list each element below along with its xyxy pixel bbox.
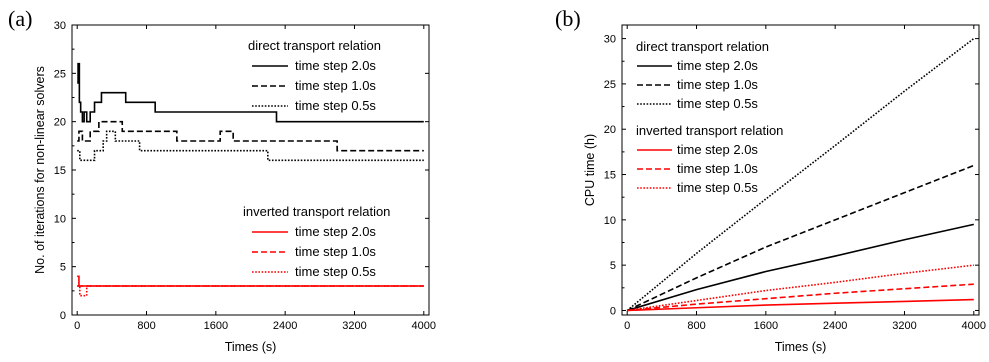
x-tick-label: 0 <box>74 320 80 332</box>
series-line <box>627 264 974 312</box>
legend-entry-label: time step 2.0s <box>677 58 758 73</box>
y-axis-title: No. of iterations for non-linear solvers <box>33 66 47 274</box>
legend-header: direct transport relation <box>636 39 769 54</box>
x-axis-title: Times (s) <box>775 340 827 354</box>
series-line <box>627 283 974 312</box>
plot-frame <box>621 24 980 316</box>
series-line <box>627 298 974 312</box>
y-tick-label: 25 <box>54 68 66 80</box>
x-tick-label: 2400 <box>823 320 847 332</box>
y-tick-label: 20 <box>604 124 616 136</box>
legend-entry-label: time step 1.0s <box>295 244 376 259</box>
panel-b-chart: (b) 0 800 1600 2400 3200 4000 0 5 10 15 20 25 30 Times… <box>555 6 986 354</box>
legend-entry-label: time step 2.0s <box>295 58 376 73</box>
legend-entry-label: time step 1.0s <box>677 161 758 176</box>
series-line <box>77 285 424 297</box>
y-tick-label: 0 <box>60 310 66 322</box>
legend-entry-label: time step 2.0s <box>295 224 376 239</box>
x-tick-label: 800 <box>137 320 155 332</box>
series-line <box>626 223 974 312</box>
x-tick-label: 2400 <box>273 320 297 332</box>
y-tick-label: 15 <box>604 170 616 182</box>
y-tick-label: 5 <box>610 260 616 272</box>
series-line <box>626 164 975 312</box>
x-tick-label: 3200 <box>892 320 916 332</box>
x-tick-label: 4000 <box>412 320 436 332</box>
series-line <box>77 120 424 152</box>
legend-entry-label: time step 1.0s <box>677 77 758 92</box>
legend-entry-label: time step 0.5s <box>677 96 758 111</box>
legend-entry-label: time step 0.5s <box>295 98 376 113</box>
x-tick-label: 4000 <box>962 320 986 332</box>
series-line <box>626 37 975 312</box>
panel-a-chart: (a) 0 800 1600 2400 3200 4000 0 5 10 15 20 25 30 Times… <box>8 6 436 354</box>
y-tick-label: 25 <box>604 79 616 91</box>
legend-entry-label: time step 2.0s <box>677 142 758 157</box>
legend-header: inverted transport relation <box>243 204 390 219</box>
panel-label: (b) <box>555 6 581 31</box>
y-tick-label: 0 <box>610 305 616 317</box>
y-tick-label: 10 <box>54 213 66 225</box>
legend-entry-label: time step 1.0s <box>295 78 376 93</box>
series-line <box>77 130 424 162</box>
y-tick-label: 15 <box>54 165 66 177</box>
x-tick-label: 0 <box>624 320 630 332</box>
y-tick-label: 10 <box>604 215 616 227</box>
y-axis-title: CPU time (h) <box>583 134 597 206</box>
legend-header: direct transport relation <box>248 38 381 53</box>
y-tick-label: 30 <box>604 34 616 46</box>
y-tick-label: 30 <box>54 20 66 32</box>
y-tick-label: 5 <box>60 262 66 274</box>
legend-entry-label: time step 0.5s <box>295 264 376 279</box>
y-tick-label: 20 <box>54 117 66 129</box>
x-axis-title: Times (s) <box>225 340 277 354</box>
x-tick-label: 800 <box>687 320 705 332</box>
legend-header: inverted transport relation <box>636 123 783 138</box>
x-tick-label: 1600 <box>754 320 778 332</box>
panel-label: (a) <box>8 6 32 31</box>
x-tick-label: 1600 <box>204 320 228 332</box>
x-tick-label: 3200 <box>342 320 366 332</box>
legend-entry-label: time step 0.5s <box>677 180 758 195</box>
series-line <box>77 62 424 123</box>
